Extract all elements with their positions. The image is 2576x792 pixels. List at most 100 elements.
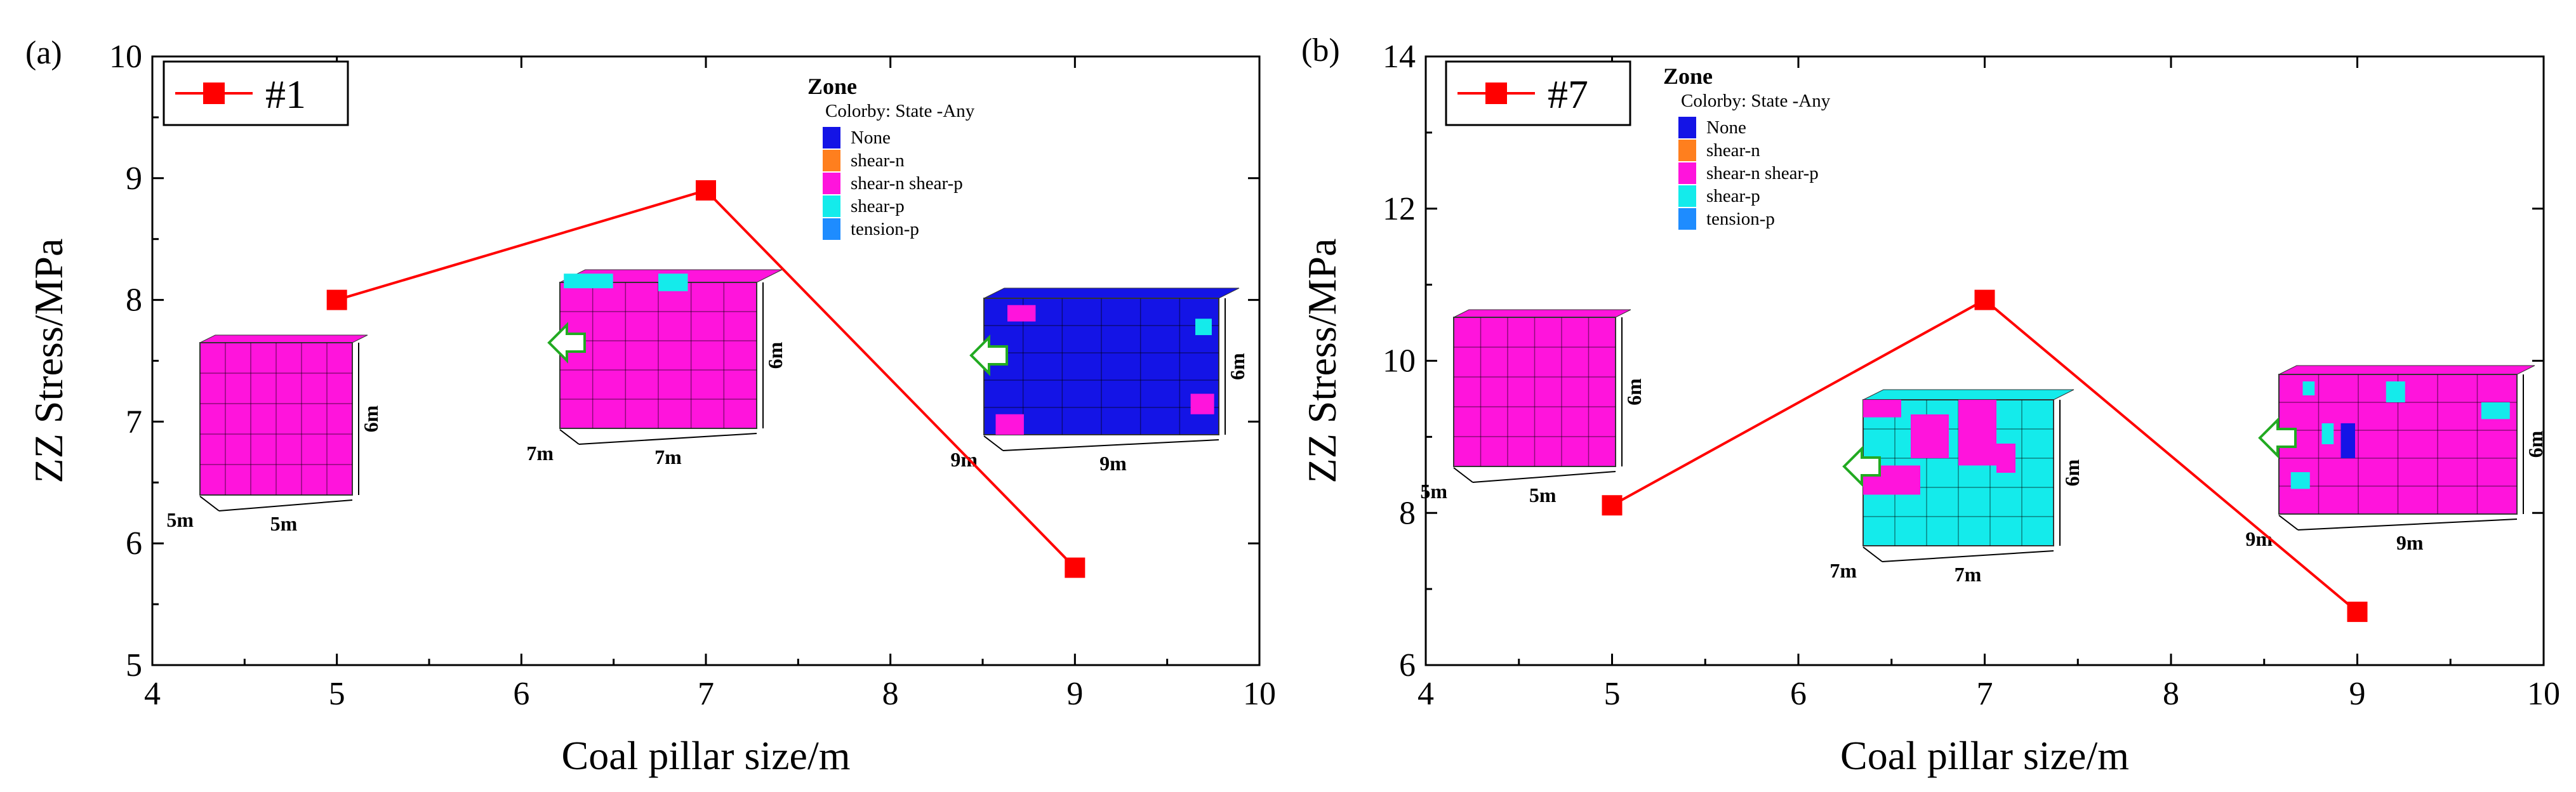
data-point [1065,557,1086,578]
block-top-face [199,334,368,343]
y-tick-label: 7 [126,404,142,440]
zone-item-label: shear-n [851,150,905,171]
zone-item-label: shear-n shear-p [851,173,963,194]
depth-dimension-line [199,496,220,512]
block-model: 6m 5m 5m [166,334,382,535]
zone-item-label: shear-n [1706,140,1760,161]
block-model: 6m 9m 9m [950,287,1249,475]
depth-dimension-label: 5m [166,508,194,531]
x-tick-label: 8 [882,676,899,712]
width-dimension-line [578,433,757,445]
block-state-patch [1958,400,1996,466]
zone-item-label: shear-p [851,196,905,216]
zone-swatch-shear-p [823,195,840,217]
x-tick-label: 7 [1977,676,1993,712]
block-top-face [983,287,1240,299]
depth-dimension-label: 7m [1829,559,1857,582]
zone-swatch-shear-p [1678,185,1696,207]
block-state-patch [2386,381,2405,402]
width-dimension-label: 7m [1955,563,1982,586]
y-tick-label: 9 [126,161,142,197]
zone-swatch-None [823,127,840,148]
legend-marker [1485,82,1507,104]
height-dimension-label: 6m [1623,378,1645,406]
zone-swatch-tension-p [1678,208,1696,230]
block-top-face [1453,309,1631,318]
y-tick-label: 12 [1383,191,1416,227]
y-tick-label: 8 [1399,495,1416,531]
legend-label: #7 [1548,72,1588,117]
block-state-patch [1996,444,2015,473]
block-model: 6m 5m 5m [1420,309,1645,506]
data-point [326,289,347,310]
x-tick-label: 4 [1417,676,1434,712]
x-tick-label: 10 [1243,676,1276,712]
height-dimension-label: 6m [1226,353,1249,380]
x-tick-label: 7 [698,676,714,712]
depth-dimension-line [2278,515,2299,531]
legend-marker [203,82,225,104]
y-tick-label: 6 [126,525,142,562]
height-dimension-label: 6m [359,405,382,432]
block-state-patch [1911,414,1949,458]
block-state-patch [2321,423,2334,444]
zone-swatch-shear-n-shear-p [1678,162,1696,184]
zone-swatch-None [1678,117,1696,138]
zone-item-label: None [1706,117,1746,138]
x-tick-label: 10 [2527,676,2560,712]
zone-legend-subtitle: Colorby: State -Any [1681,91,1831,111]
legend-label: #1 [265,72,306,117]
x-axis-title: Coal pillar size/m [1840,733,2129,778]
width-dimension-line [218,499,353,512]
block-state-patch [995,414,1024,435]
x-tick-label: 9 [1066,676,1083,712]
block-model: 6m 7m 7m [1829,389,2083,586]
x-axis-title: Coal pillar size/m [562,733,851,778]
depth-dimension-line [1862,546,1883,562]
data-point [1974,289,1995,310]
y-tick-label: 5 [126,647,142,683]
y-tick-label: 14 [1383,39,1416,75]
block-state-patch [1190,393,1214,414]
zone-legend-title: Zone [807,74,857,99]
block-state-patch [2290,472,2310,489]
x-tick-label: 9 [2349,676,2366,712]
depth-dimension-line [983,435,1004,451]
y-axis-title: ZZ Stress/MPa [26,239,71,484]
block-top-face [2278,365,2535,375]
zone-swatch-shear-n [1678,140,1696,161]
x-tick-label: 4 [144,676,161,712]
chart-panel-b: 4 5 6 7 8 9 10 6 8 10 12 14 Coal pillar size/m ZZ Str… [1299,32,2560,778]
zone-swatch-shear-n-shear-p [823,173,840,194]
block-state-patch [2340,423,2355,458]
y-axis-title: ZZ Stress/MPa [1299,239,1344,484]
block-top-face [1862,389,2075,400]
y-tick-label: 10 [109,39,142,75]
y-tick-label: 8 [126,282,142,319]
block-front-face [199,342,353,496]
zone-item-label: None [851,128,891,148]
width-dimension-label: 9m [1099,452,1127,475]
depth-dimension-line [1453,467,1473,483]
width-dimension-label: 7m [654,446,682,468]
left-arrow-icon [1842,446,1881,487]
depth-dimension-label: 5m [1420,480,1447,503]
depth-dimension-label: 9m [950,448,978,471]
x-tick-label: 6 [513,676,529,712]
block-state-patch [2302,381,2315,395]
zone-item-label: tension-p [851,219,919,239]
x-tick-label: 8 [2163,676,2179,712]
height-dimension-label: 6m [2061,459,2083,486]
block-state-patch [1863,400,1901,418]
data-point [2347,602,2368,623]
depth-dimension-line [559,429,580,445]
data-point [1602,495,1623,516]
zone-item-label: shear-p [1706,186,1760,206]
width-dimension-line [2297,518,2518,531]
x-tick-label: 6 [1790,676,1807,712]
width-dimension-label: 5m [270,512,298,535]
